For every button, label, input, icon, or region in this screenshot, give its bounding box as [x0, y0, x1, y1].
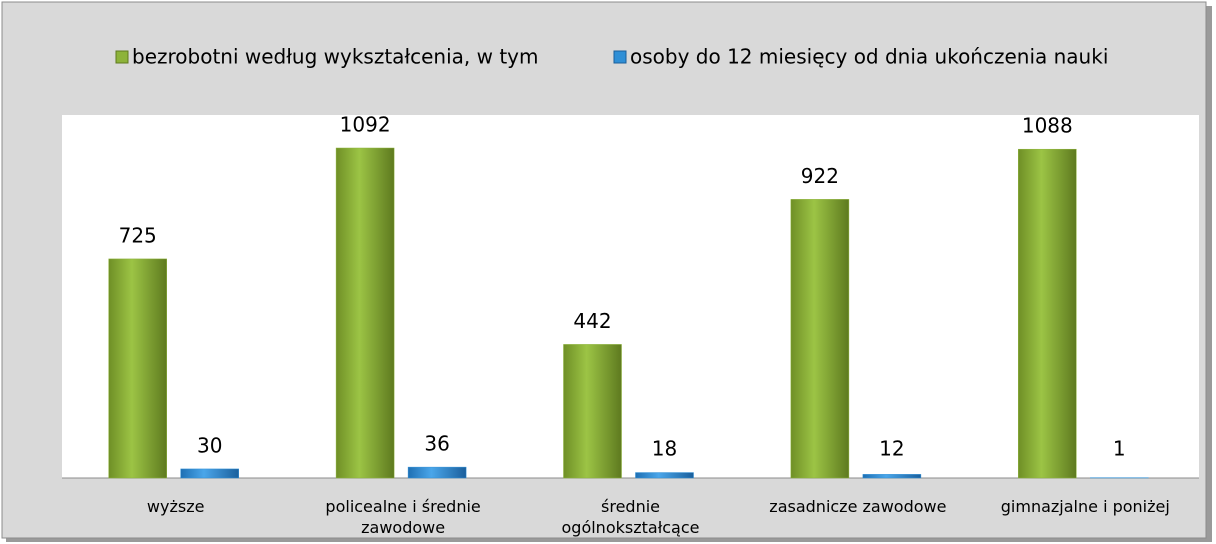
legend-swatch: [115, 50, 129, 64]
data-label: 1: [1113, 437, 1126, 461]
bar: [335, 147, 395, 479]
data-label: 442: [573, 309, 611, 333]
x-tick-label: gimnazjalne i poniżej: [1000, 497, 1170, 516]
bar: [635, 472, 694, 479]
data-label: 30: [197, 433, 222, 457]
x-tick-label: policealne i średnie zawodowe: [325, 497, 481, 537]
data-label: 36: [424, 432, 449, 456]
legend-label: bezrobotni według wykształcenia, w tym: [132, 45, 539, 69]
data-label: 18: [652, 437, 677, 461]
bar: [563, 344, 622, 479]
data-label: 12: [879, 437, 904, 461]
bar: [108, 258, 167, 479]
x-tick-label: zasadnicze zawodowe: [769, 497, 947, 516]
data-label: 922: [801, 164, 839, 188]
bar: [790, 199, 850, 479]
plot-area: [62, 115, 1199, 478]
data-label: 725: [119, 223, 157, 247]
legend-swatch: [613, 50, 627, 64]
x-tick-label: średnie ogólnokształcące: [561, 497, 700, 537]
data-label: 1092: [340, 113, 391, 137]
bar: [862, 474, 922, 479]
legend-label: osoby do 12 miesięcy od dnia ukończenia …: [630, 45, 1108, 69]
bar: [180, 468, 239, 479]
bar: [407, 466, 467, 479]
data-label: 1088: [1022, 114, 1073, 138]
bar: [1018, 148, 1077, 479]
x-tick-label: wyższe: [146, 497, 205, 516]
